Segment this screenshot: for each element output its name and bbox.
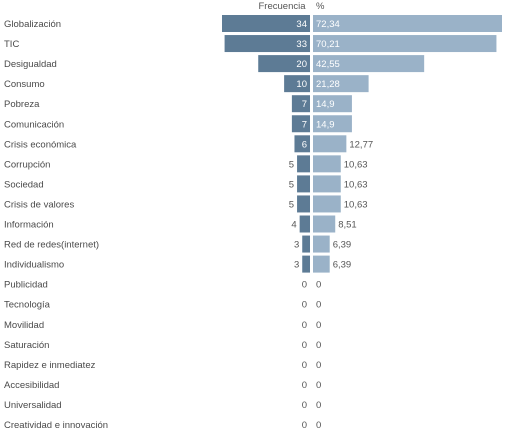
frecuencia-value-label: 0: [302, 320, 307, 331]
category-label: Información: [4, 220, 54, 231]
percent-value-label: 10,63: [344, 159, 368, 170]
frecuencia-value-label: 20: [296, 59, 307, 70]
percent-bar: [313, 215, 336, 233]
percent-value-label: 12,77: [349, 139, 373, 150]
category-label: Red de redes(internet): [4, 240, 99, 251]
percent-value-label: 6,39: [333, 260, 352, 271]
percent-value-label: 0: [316, 400, 321, 411]
percent-bar: [313, 95, 352, 113]
category-label: Saturación: [4, 340, 49, 351]
frecuencia-bar: [297, 155, 310, 173]
percent-value-label: 10,63: [344, 199, 368, 210]
category-label: Publicidad: [4, 280, 48, 291]
percent-bar: [313, 195, 341, 213]
frecuencia-bar: [284, 75, 310, 93]
frecuencia-value-label: 34: [296, 19, 307, 30]
column-header-frecuencia: Frecuencia: [259, 1, 307, 12]
frecuencia-bar: [291, 95, 310, 113]
category-label: Crisis económica: [4, 139, 77, 150]
percent-bar: [313, 155, 341, 173]
frecuencia-value-label: 33: [296, 39, 307, 50]
frecuencia-value-label: 7: [302, 119, 307, 130]
percent-value-label: 0: [316, 380, 321, 391]
frecuencia-bar: [291, 115, 310, 133]
percent-bar: [313, 175, 341, 193]
percent-value-label: 0: [316, 280, 321, 291]
frecuencia-bar: [258, 55, 310, 73]
frecuencia-value-label: 5: [289, 159, 294, 170]
frecuencia-bar: [302, 235, 310, 253]
percent-bar: [313, 135, 347, 153]
frecuencia-value-label: 5: [289, 199, 294, 210]
percent-value-label: 0: [316, 340, 321, 351]
category-label: Corrupción: [4, 159, 50, 170]
percent-value-label: 8,51: [338, 220, 357, 231]
category-label: Creatividad e innovación: [4, 420, 108, 431]
category-label: Crisis de valores: [4, 199, 74, 210]
percent-bar: [313, 255, 330, 273]
percent-value-label: 10,63: [344, 179, 368, 190]
percent-value-label: 42,55: [316, 59, 340, 70]
frecuencia-value-label: 0: [302, 400, 307, 411]
category-label: Desigualdad: [4, 59, 57, 70]
frecuencia-value-label: 0: [302, 380, 307, 391]
frecuencia-value-label: 6: [302, 139, 307, 150]
percent-bar: [313, 15, 502, 32]
percent-value-label: 14,9: [316, 99, 335, 110]
category-label: Sociedad: [4, 179, 44, 190]
frecuencia-value-label: 0: [302, 300, 307, 311]
category-label: Individualismo: [4, 260, 64, 271]
category-label: Rapidez e inmediatez: [4, 360, 96, 371]
percent-value-label: 0: [316, 420, 321, 431]
category-label: Universalidad: [4, 400, 62, 411]
category-label: Pobreza: [4, 99, 40, 110]
category-label: Accesibilidad: [4, 380, 59, 391]
frecuencia-bar: [297, 175, 310, 193]
frecuencia-value-label: 3: [294, 240, 299, 251]
category-label: TIC: [4, 39, 19, 50]
frecuencia-value-label: 3: [294, 260, 299, 271]
category-label: Comunicación: [4, 119, 64, 130]
category-label: Globalización: [4, 19, 61, 30]
category-label: Consumo: [4, 79, 45, 90]
frecuencia-value-label: 0: [302, 340, 307, 351]
frecuencia-bar: [222, 15, 310, 32]
frecuencia-value-label: 0: [302, 420, 307, 431]
frecuencia-value-label: 10: [296, 79, 307, 90]
percent-value-label: 21,28: [316, 79, 340, 90]
percent-value-label: 72,34: [316, 19, 340, 30]
category-label: Tecnología: [4, 300, 51, 311]
frecuencia-value-label: 5: [289, 179, 294, 190]
percent-bar: [313, 75, 369, 93]
frecuencia-value-label: 0: [302, 360, 307, 371]
frecuencia-bar: [294, 135, 310, 153]
percent-bar: [313, 115, 352, 133]
percent-value-label: 70,21: [316, 39, 340, 50]
frecuencia-bar: [299, 215, 310, 233]
frecuencia-value-label: 4: [291, 220, 296, 231]
percent-bar: [313, 55, 425, 73]
percent-value-label: 6,39: [333, 240, 352, 251]
percent-bar: [313, 35, 497, 53]
frecuencia-value-label: 0: [302, 280, 307, 291]
percent-value-label: 0: [316, 300, 321, 311]
percent-value-label: 0: [316, 360, 321, 371]
frecuencia-bar: [302, 255, 310, 273]
percent-bar: [313, 235, 330, 253]
frecuencia-bar: [297, 195, 310, 213]
percent-value-label: 14,9: [316, 119, 335, 130]
frecuencia-value-label: 7: [302, 99, 307, 110]
category-label: Movilidad: [4, 320, 44, 331]
percent-value-label: 0: [316, 320, 321, 331]
frecuencia-bar: [224, 35, 310, 53]
column-header-percent: %: [316, 1, 325, 12]
